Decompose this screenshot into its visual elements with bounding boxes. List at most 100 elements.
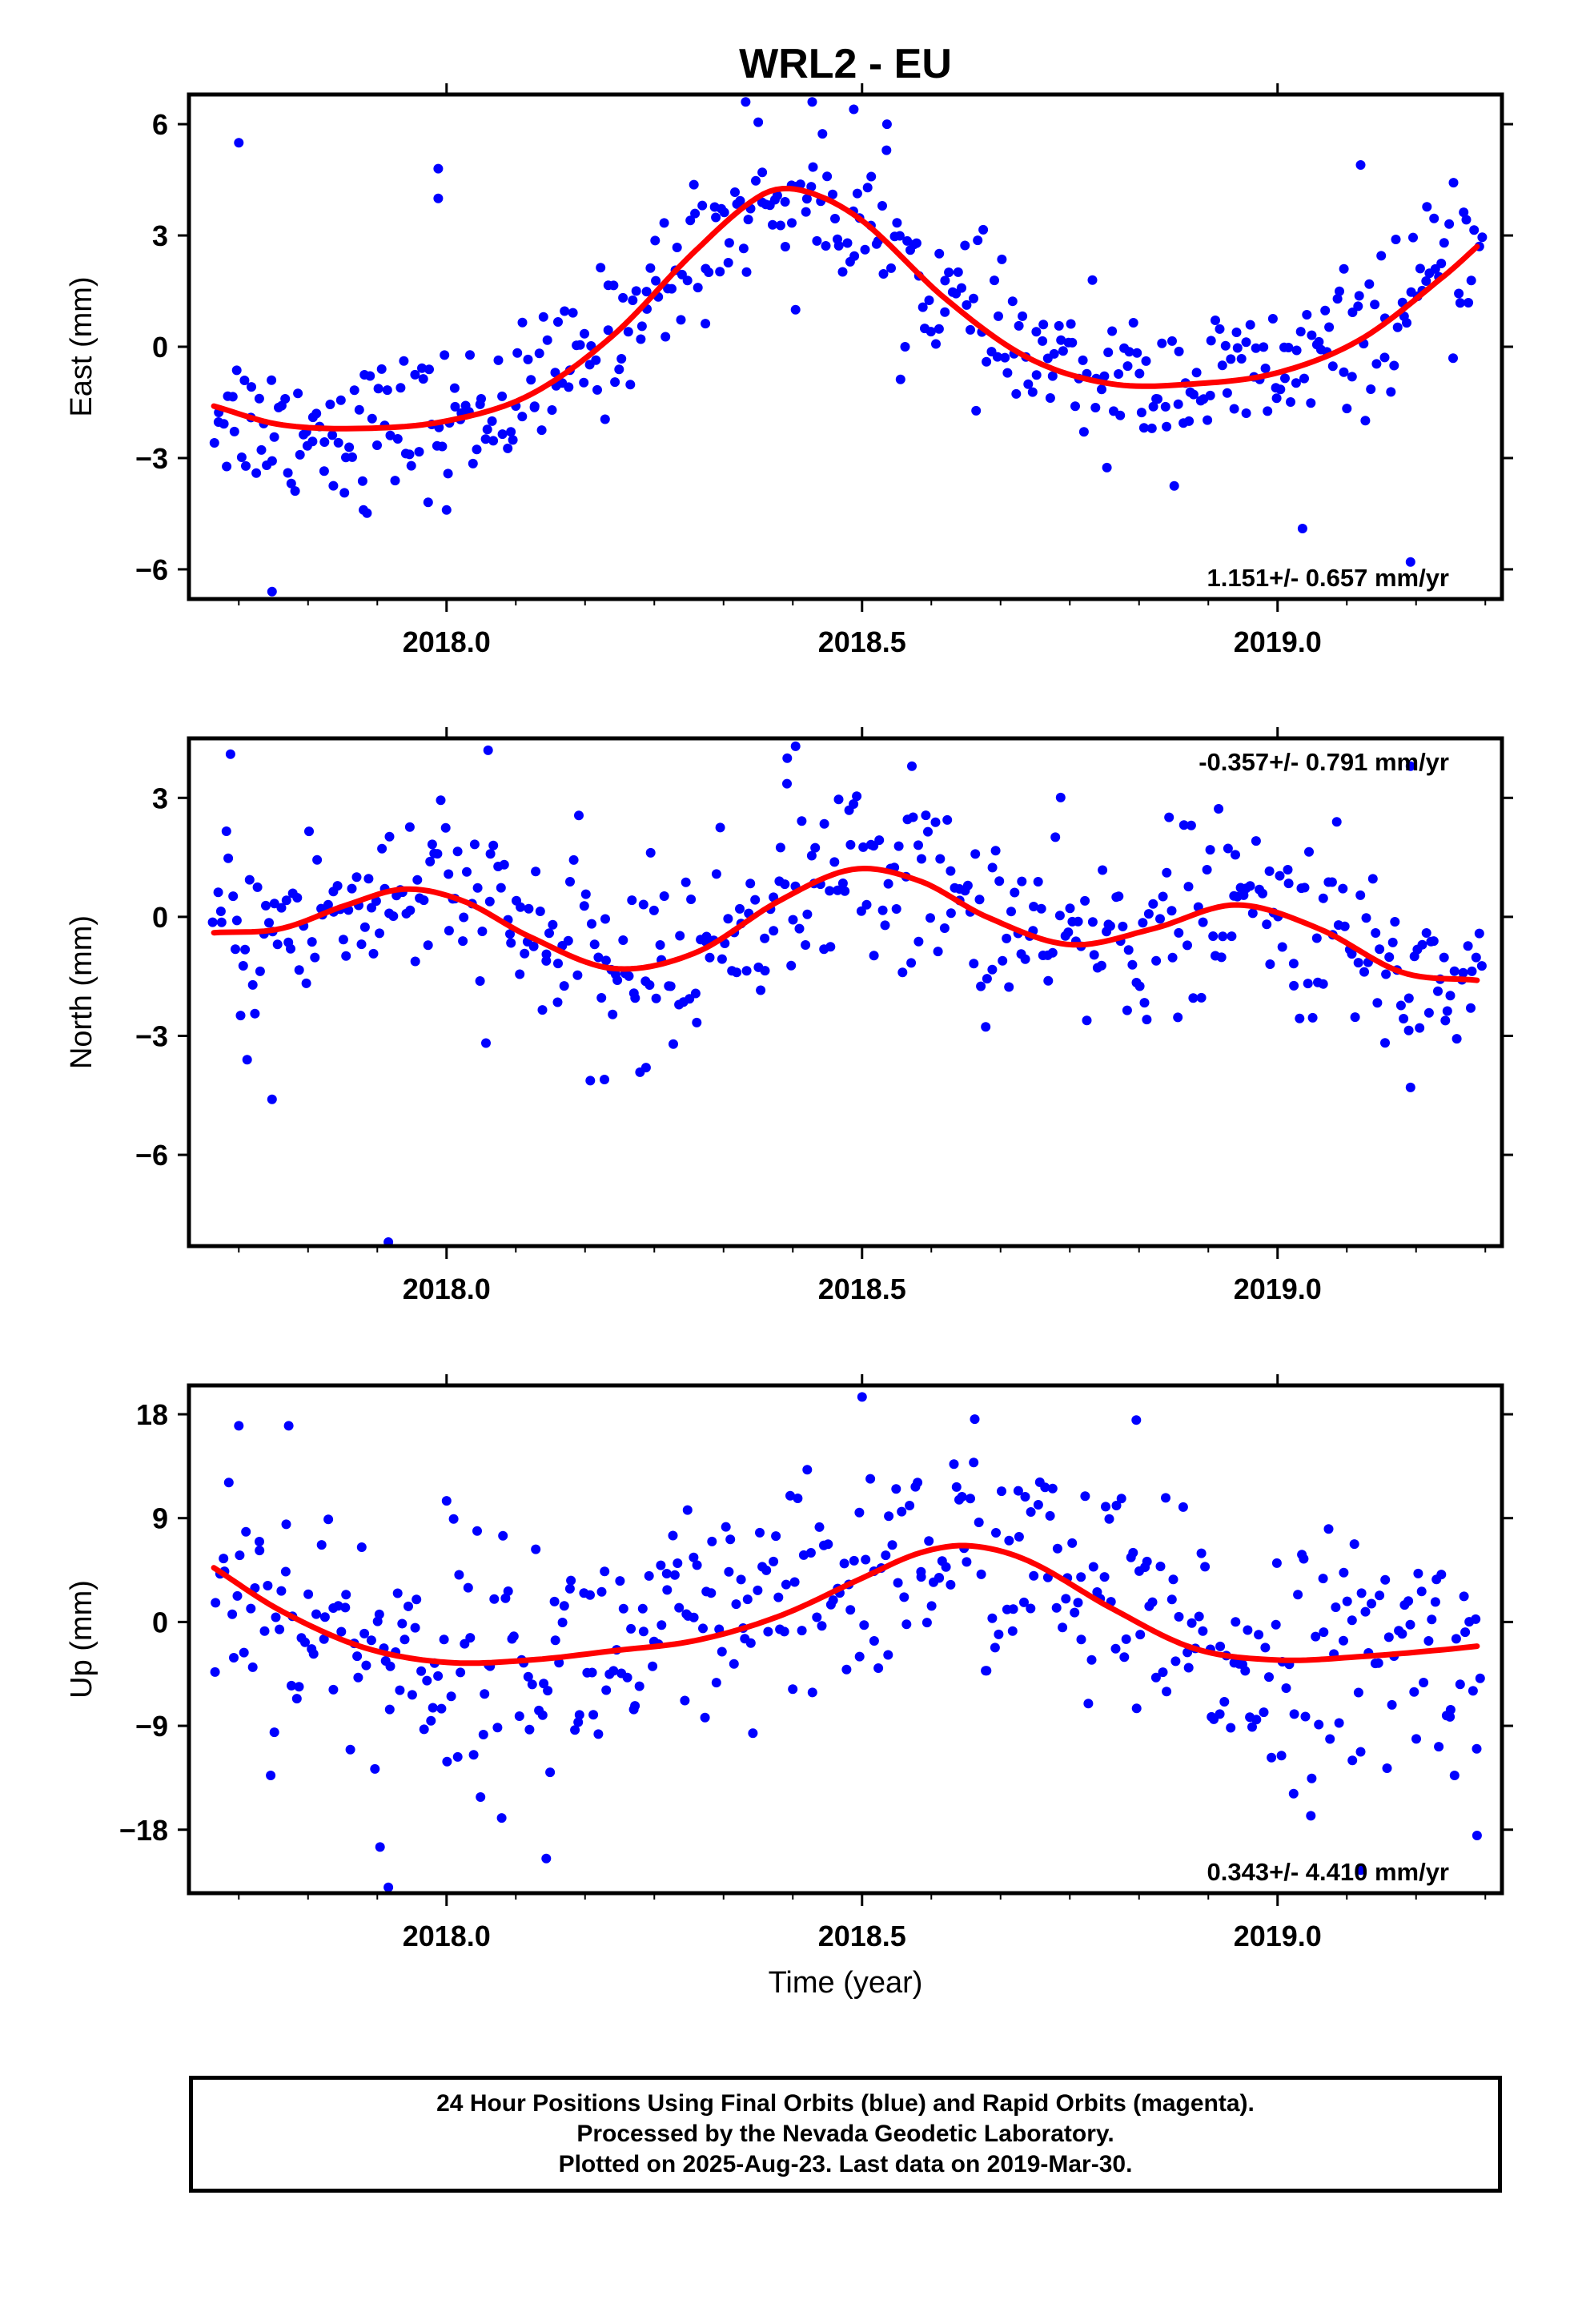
data-point [251, 468, 262, 478]
data-point [874, 835, 885, 846]
data-point [753, 1585, 763, 1595]
data-point [372, 440, 382, 450]
data-point [600, 914, 610, 924]
data-point [845, 1605, 856, 1615]
data-point [755, 1527, 765, 1538]
data-point [261, 900, 271, 911]
data-point [376, 364, 387, 374]
data-point [1186, 1618, 1197, 1628]
data-point [807, 1687, 817, 1698]
data-point [667, 283, 677, 294]
data-point [286, 478, 296, 489]
data-point [240, 944, 251, 955]
data-point [801, 940, 811, 950]
data-point [585, 1590, 595, 1600]
data-point [357, 476, 367, 486]
data-point [1058, 1622, 1068, 1633]
data-point [424, 364, 434, 375]
data-point [1236, 354, 1247, 364]
data-point [1452, 1034, 1462, 1044]
data-point [1376, 251, 1387, 261]
data-point [570, 1725, 580, 1735]
data-point [536, 425, 547, 436]
data-point [575, 340, 585, 350]
data-point [1355, 890, 1366, 900]
data-point [1174, 346, 1184, 356]
data-point [211, 1598, 221, 1608]
y-tick-label-east: −3 [135, 442, 168, 475]
data-point [1223, 843, 1233, 854]
data-point [428, 1703, 438, 1713]
data-point [1167, 952, 1178, 963]
data-point [1439, 238, 1449, 248]
y-axis-title-north: North (mm) [65, 915, 98, 1069]
data-point [830, 214, 840, 223]
data-point [934, 248, 945, 259]
data-point [701, 319, 711, 329]
data-point [593, 1729, 604, 1739]
data-point [1371, 359, 1382, 369]
data-point [1469, 225, 1480, 235]
data-point [359, 922, 370, 932]
data-point [1051, 1602, 1062, 1613]
data-point [1198, 917, 1208, 927]
data-point [1038, 336, 1048, 346]
data-point [745, 1638, 756, 1648]
data-point [921, 810, 931, 821]
data-point [935, 854, 946, 864]
data-point [232, 1590, 243, 1601]
data-point [579, 901, 589, 911]
data-point [1066, 319, 1076, 329]
y-tick-label-up: −18 [119, 1814, 168, 1847]
data-point [616, 354, 627, 364]
data-point [344, 442, 355, 452]
data-point [400, 1634, 410, 1645]
y-tick-label-up: 18 [136, 1398, 168, 1431]
x-axis-title: Time (year) [769, 1966, 923, 2000]
data-point [219, 419, 229, 429]
data-point [1360, 416, 1371, 426]
data-point [1318, 979, 1328, 989]
data-point [933, 947, 943, 957]
data-point [697, 200, 708, 211]
data-point [207, 917, 218, 927]
data-point [1415, 263, 1425, 274]
data-point [899, 1592, 909, 1602]
data-point [1474, 928, 1484, 939]
data-point [781, 1579, 791, 1590]
data-point [1445, 1705, 1456, 1715]
data-point [689, 179, 699, 190]
data-point [275, 1624, 285, 1634]
data-point [568, 854, 579, 865]
data-point [700, 1712, 710, 1723]
data-point [825, 942, 836, 952]
data-point [1451, 1634, 1461, 1644]
data-point [891, 904, 901, 914]
data-point [515, 969, 525, 979]
data-point [353, 1672, 363, 1683]
x-tick-label-up: 2018.0 [403, 1920, 491, 1952]
data-point [1019, 1597, 1029, 1607]
data-point [823, 1539, 833, 1550]
data-point [822, 171, 833, 182]
data-point [454, 1570, 464, 1580]
data-point [316, 1540, 327, 1550]
data-point [768, 219, 777, 230]
data-point [1026, 1507, 1036, 1517]
data-point [238, 961, 248, 971]
data-point [216, 917, 227, 927]
data-point [477, 927, 488, 936]
data-point [698, 1623, 708, 1634]
data-point [738, 243, 749, 254]
data-point [1413, 1568, 1423, 1578]
data-point [255, 1537, 264, 1546]
data-point [828, 189, 837, 199]
panel-east: 6 3 0 −3 −6 2018.0 2018.5 2019.0 East (mm) 1.151+… [65, 83, 1513, 658]
data-point [397, 1618, 408, 1629]
data-point [478, 1730, 488, 1739]
data-point [656, 1560, 666, 1570]
data-point [410, 1622, 420, 1633]
data-point [1115, 410, 1126, 420]
data-point [1327, 361, 1338, 372]
data-point [1338, 883, 1348, 894]
